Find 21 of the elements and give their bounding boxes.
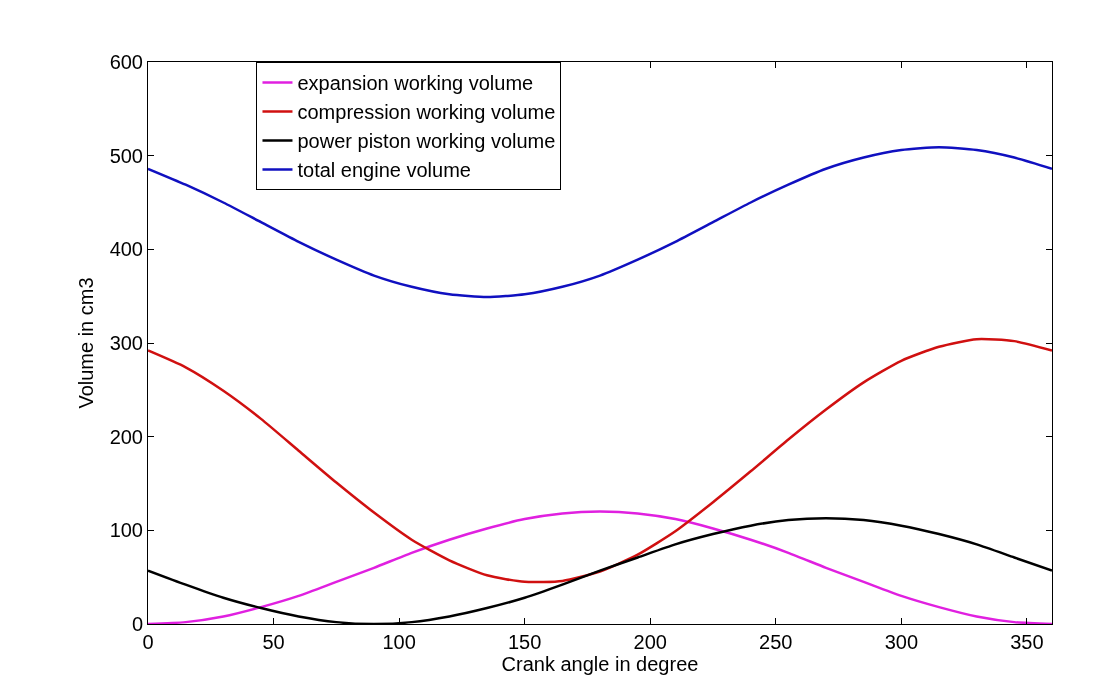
x-axis-title: Crank angle in degree [501, 653, 699, 675]
x-tick-label: 250 [759, 631, 793, 653]
x-tick-label: 150 [507, 631, 542, 653]
legend-label: total engine volume [297, 159, 471, 182]
x-tick-label: 350 [1010, 631, 1044, 653]
y-tick-label: 500 [109, 144, 143, 167]
x-tick-label: 200 [633, 631, 667, 653]
y-tick-label: 300 [109, 332, 143, 354]
x-tick-label: 100 [382, 631, 416, 653]
line-series [148, 337, 1052, 584]
y-tick-label: 200 [109, 425, 143, 448]
legend-label: expansion working volume [297, 72, 534, 95]
y-tick-label: 100 [109, 519, 143, 542]
legend-label: power piston working volume [297, 130, 556, 153]
x-tick-label: 50 [262, 631, 285, 653]
x-tick-label: 300 [884, 631, 919, 653]
y-axis-title: Volume in cm3 [75, 277, 98, 409]
legend-label: compression working volume [297, 101, 556, 124]
y-tick-label: 600 [109, 51, 143, 73]
y-tick-label: 400 [109, 238, 143, 261]
y-tick-label: 0 [131, 613, 143, 635]
